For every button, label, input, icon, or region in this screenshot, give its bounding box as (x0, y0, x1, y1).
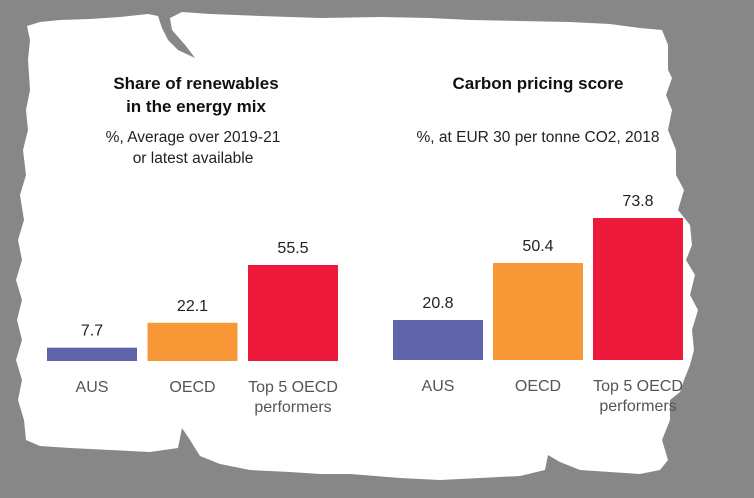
bar-oecd (147, 322, 238, 361)
bar-aus (393, 319, 483, 360)
carbon-pricing-chart: Carbon pricing score %, at EUR 30 per to… (393, 74, 683, 415)
category-label: OECD (169, 379, 215, 396)
chart-subtitle-line: or latest available (133, 150, 254, 167)
bar-top-5-oecd-performers (248, 265, 338, 361)
renewables-chart: Share of renewables in the energy mix %,… (47, 74, 338, 416)
bar-oecd (493, 263, 583, 360)
value-label: 20.8 (422, 295, 453, 312)
category-label: Top 5 OECD (248, 379, 338, 396)
value-label: 22.1 (177, 298, 208, 315)
value-label: 7.7 (81, 323, 103, 340)
category-label: Top 5 OECD (593, 378, 683, 395)
bar-aus (47, 347, 137, 361)
category-label: OECD (515, 378, 561, 395)
chart-subtitle-line: %, at EUR 30 per tonne CO2, 2018 (417, 129, 660, 146)
value-label: 50.4 (522, 238, 553, 255)
category-label: performers (599, 398, 676, 415)
torn-paper (16, 12, 698, 480)
category-label: AUS (76, 379, 109, 396)
category-label: performers (254, 399, 331, 416)
chart-title-line: Carbon pricing score (453, 74, 624, 93)
bar-top-5-oecd-performers (593, 218, 683, 360)
chart-title-line: Share of renewables (113, 74, 278, 93)
chart-title-line: in the energy mix (126, 97, 266, 116)
value-label: 73.8 (622, 193, 653, 210)
category-label: AUS (422, 378, 455, 395)
value-label: 55.5 (277, 240, 308, 257)
chart-subtitle-line: %, Average over 2019-21 (106, 129, 281, 146)
